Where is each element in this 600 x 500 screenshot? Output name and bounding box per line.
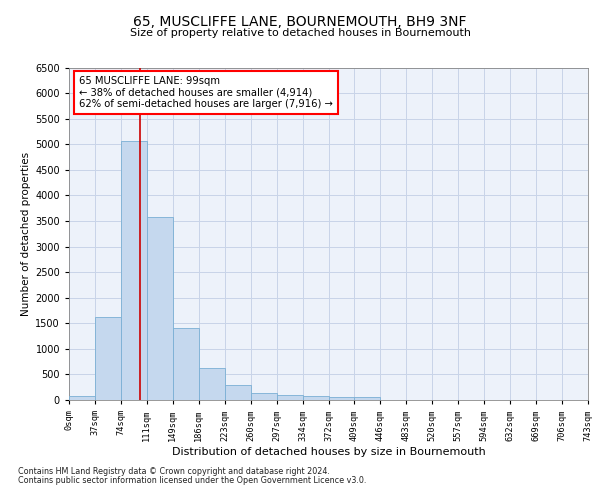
Bar bbox=[199, 368, 224, 400]
Text: Contains HM Land Registry data © Crown copyright and database right 2024.: Contains HM Land Registry data © Crown c… bbox=[18, 467, 330, 476]
Bar bbox=[302, 396, 329, 400]
Bar bbox=[147, 218, 173, 400]
Text: 65, MUSCLIFFE LANE, BOURNEMOUTH, BH9 3NF: 65, MUSCLIFFE LANE, BOURNEMOUTH, BH9 3NF bbox=[133, 15, 467, 29]
Bar bbox=[277, 395, 302, 400]
Bar bbox=[251, 393, 277, 400]
Bar bbox=[95, 317, 121, 400]
Bar bbox=[355, 397, 380, 400]
X-axis label: Distribution of detached houses by size in Bournemouth: Distribution of detached houses by size … bbox=[172, 448, 485, 458]
Text: Size of property relative to detached houses in Bournemouth: Size of property relative to detached ho… bbox=[130, 28, 470, 38]
Bar bbox=[173, 328, 199, 400]
Text: Contains public sector information licensed under the Open Government Licence v3: Contains public sector information licen… bbox=[18, 476, 367, 485]
Bar bbox=[69, 396, 95, 400]
Text: 65 MUSCLIFFE LANE: 99sqm
← 38% of detached houses are smaller (4,914)
62% of sem: 65 MUSCLIFFE LANE: 99sqm ← 38% of detach… bbox=[79, 76, 333, 109]
Bar bbox=[225, 385, 251, 400]
Bar bbox=[121, 141, 147, 400]
Bar bbox=[329, 397, 355, 400]
Y-axis label: Number of detached properties: Number of detached properties bbox=[21, 152, 31, 316]
